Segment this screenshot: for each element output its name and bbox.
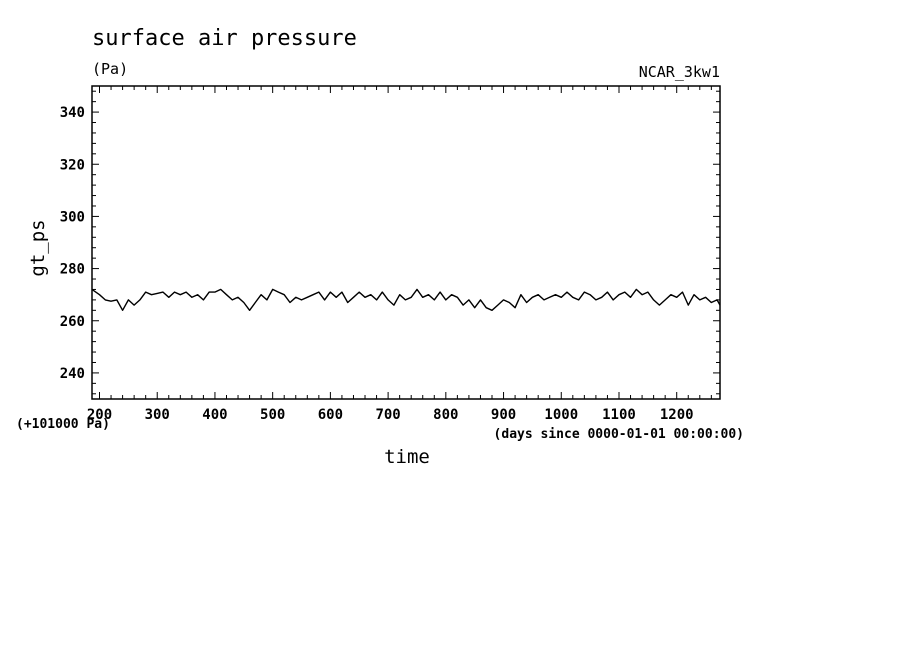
y-tick-label: 280 [60, 262, 85, 278]
y-tick-label: 340 [60, 105, 85, 121]
x-tick-label: 800 [433, 407, 458, 423]
chart-title: surface air pressure [92, 26, 357, 51]
y-offset-label: (+101000 Pa) [16, 417, 110, 432]
series-line [91, 288, 721, 311]
y-tick-labels: 240 260 280 300 320 340 [60, 105, 85, 382]
x-tick-label: 500 [260, 407, 285, 423]
chart-units: (Pa) [92, 60, 128, 78]
plot-frame [91, 85, 721, 400]
y-tick-label: 300 [60, 209, 85, 225]
x-tick-label: 1000 [544, 407, 578, 423]
y-tick-label: 240 [60, 366, 85, 382]
x-units-label: (days since 0000-01-01 00:00:00) [494, 427, 744, 442]
x-tick-label: 900 [491, 407, 516, 423]
x-tick-label: 1100 [602, 407, 636, 423]
y-axis-label: gt_ps [27, 219, 49, 276]
x-tick-label: 700 [375, 407, 400, 423]
x-tick-label: 300 [145, 407, 170, 423]
x-tick-labels: 200 300 400 500 600 700 800 900 1000 1100 1200 [87, 407, 694, 423]
dataset-label: NCAR_3kw1 [639, 63, 720, 81]
x-axis-label: time [384, 446, 430, 468]
y-tick-label: 260 [60, 314, 85, 330]
x-tick-label: 200 [87, 407, 112, 423]
x-tick-label: 400 [202, 407, 227, 423]
x-tick-label: 600 [318, 407, 343, 423]
y-tick-label: 320 [60, 157, 85, 173]
axis-ticks [92, 86, 720, 399]
x-tick-label: 1200 [660, 407, 694, 423]
